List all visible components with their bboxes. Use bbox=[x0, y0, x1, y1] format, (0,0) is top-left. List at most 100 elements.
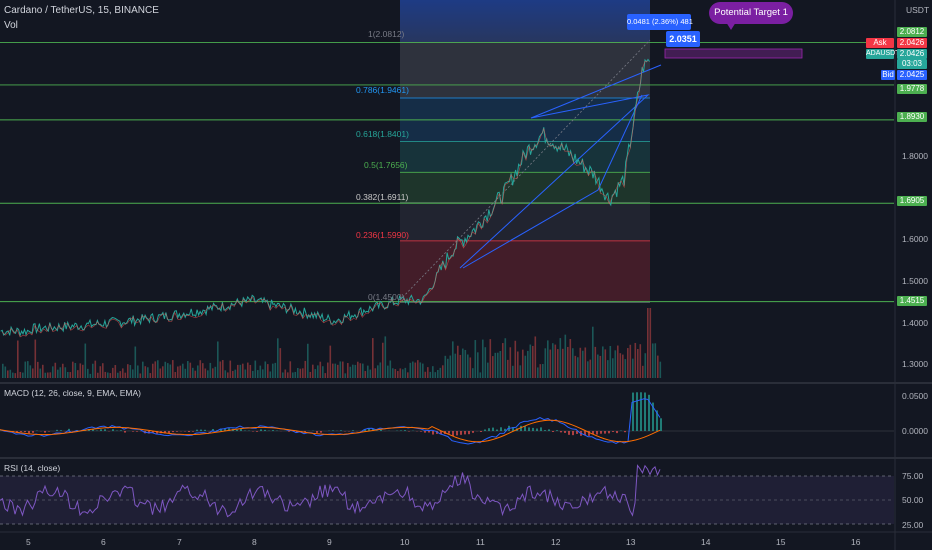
x-axis-label: 7 bbox=[177, 537, 182, 547]
volume-bar bbox=[517, 351, 519, 378]
volume-bar bbox=[562, 348, 564, 378]
volume-bar bbox=[579, 347, 582, 378]
potential-target-callout[interactable]: Potential Target 1 bbox=[709, 2, 793, 24]
volume-bar bbox=[292, 372, 294, 378]
x-axis-label: 15 bbox=[776, 537, 786, 547]
volume-bar bbox=[497, 352, 499, 378]
volume-bar bbox=[504, 338, 507, 378]
macd-histogram-bar bbox=[600, 431, 602, 434]
volume-bar bbox=[449, 355, 452, 378]
volume-bar bbox=[234, 369, 237, 378]
volume-bar bbox=[129, 365, 132, 378]
volume-bar bbox=[514, 340, 517, 378]
volume-bar bbox=[124, 372, 127, 378]
volume-bar bbox=[567, 346, 569, 378]
macd-histogram-bar bbox=[428, 431, 430, 433]
volume-bar bbox=[4, 366, 7, 378]
macd-histogram-bar bbox=[92, 428, 94, 431]
macd-histogram-bar bbox=[568, 431, 570, 435]
volume-bar bbox=[394, 369, 397, 378]
fib-zone bbox=[400, 240, 650, 303]
volume-bar bbox=[87, 368, 89, 378]
macd-histogram-bar bbox=[120, 430, 122, 431]
volume-bar bbox=[139, 373, 142, 378]
x-axis-label: 11 bbox=[476, 537, 485, 547]
volume-bar bbox=[419, 362, 422, 378]
volume-bar bbox=[307, 343, 309, 378]
x-axis-label: 6 bbox=[101, 537, 106, 547]
macd-histogram-bar bbox=[176, 431, 178, 432]
volume-bar bbox=[169, 364, 172, 378]
macd-histogram-bar bbox=[608, 431, 610, 434]
fib-zone bbox=[400, 202, 650, 241]
volume-bar bbox=[332, 363, 334, 378]
volume-bar bbox=[64, 367, 67, 378]
volume-bar bbox=[104, 371, 107, 378]
volume-bar bbox=[254, 360, 257, 378]
volume-bar bbox=[384, 336, 387, 378]
fibonacci-zones bbox=[400, 0, 650, 303]
macd-histogram-bar bbox=[404, 430, 406, 431]
macd-histogram-bar bbox=[420, 431, 422, 432]
volume-bar bbox=[337, 364, 339, 378]
macd-histogram-bar bbox=[524, 426, 526, 431]
macd-histogram-bar bbox=[660, 418, 662, 431]
volume-bar bbox=[59, 367, 62, 378]
macd-pane bbox=[0, 392, 894, 445]
macd-histogram-bar bbox=[504, 428, 506, 431]
fib-zone bbox=[400, 172, 650, 203]
macd-histogram-bar bbox=[556, 430, 558, 431]
volume-bar bbox=[77, 370, 79, 378]
volume-bar bbox=[2, 363, 4, 378]
volume-bar bbox=[607, 360, 609, 378]
volume-bar bbox=[204, 368, 207, 378]
volume-bar bbox=[342, 361, 344, 378]
volume-bar bbox=[467, 354, 469, 378]
macd-histogram-bar bbox=[372, 428, 374, 431]
volume-bar bbox=[389, 360, 392, 378]
currency-label: USDT bbox=[906, 5, 930, 15]
fib-label-0: 0(1.4500) bbox=[368, 292, 405, 302]
volume-bar bbox=[132, 369, 134, 378]
volume-bar bbox=[594, 346, 597, 378]
volume-bar bbox=[219, 361, 222, 378]
macd-histogram-bar bbox=[220, 428, 222, 431]
macd-tick: 0.0000 bbox=[902, 426, 928, 436]
volume-bar bbox=[207, 370, 209, 378]
volume-bar bbox=[657, 355, 659, 378]
volume-bar bbox=[327, 362, 329, 378]
volume-bar bbox=[407, 372, 409, 378]
volume-bar bbox=[279, 348, 282, 378]
volume-bar bbox=[22, 372, 24, 378]
volume-bar bbox=[462, 348, 464, 378]
macd-histogram-bar bbox=[512, 427, 514, 431]
volume-bar bbox=[277, 338, 279, 378]
level-badge-top: 2.0812 bbox=[897, 27, 927, 37]
x-axis-label: 10 bbox=[400, 537, 410, 547]
volume-bar bbox=[244, 369, 247, 378]
volume-bar bbox=[447, 358, 449, 378]
volume-bar bbox=[412, 361, 414, 378]
macd-histogram-bar bbox=[460, 431, 462, 435]
fib-label-1: 1(2.0812) bbox=[368, 29, 405, 39]
volume-bar bbox=[612, 358, 614, 378]
macd-histogram-bar bbox=[592, 431, 594, 434]
volume-bar bbox=[404, 367, 407, 378]
price-path-wicks bbox=[1, 60, 649, 338]
macd-histogram-bar bbox=[640, 392, 642, 431]
volume-bar bbox=[14, 373, 17, 378]
volume-bar bbox=[472, 368, 474, 378]
macd-histogram-bar bbox=[68, 428, 70, 431]
volume-bar bbox=[217, 341, 219, 378]
volume-bar bbox=[569, 339, 572, 378]
macd-histogram-bar bbox=[196, 429, 198, 431]
price-tick: 1.3000 bbox=[902, 359, 928, 369]
macd-histogram-bar bbox=[104, 429, 106, 431]
macd-histogram-bar bbox=[536, 428, 538, 431]
volume-bar bbox=[597, 354, 599, 378]
volume-bar bbox=[52, 366, 54, 378]
volume-bar bbox=[237, 364, 239, 378]
macd-histogram-bar bbox=[260, 429, 262, 431]
volume-bar bbox=[524, 355, 527, 378]
